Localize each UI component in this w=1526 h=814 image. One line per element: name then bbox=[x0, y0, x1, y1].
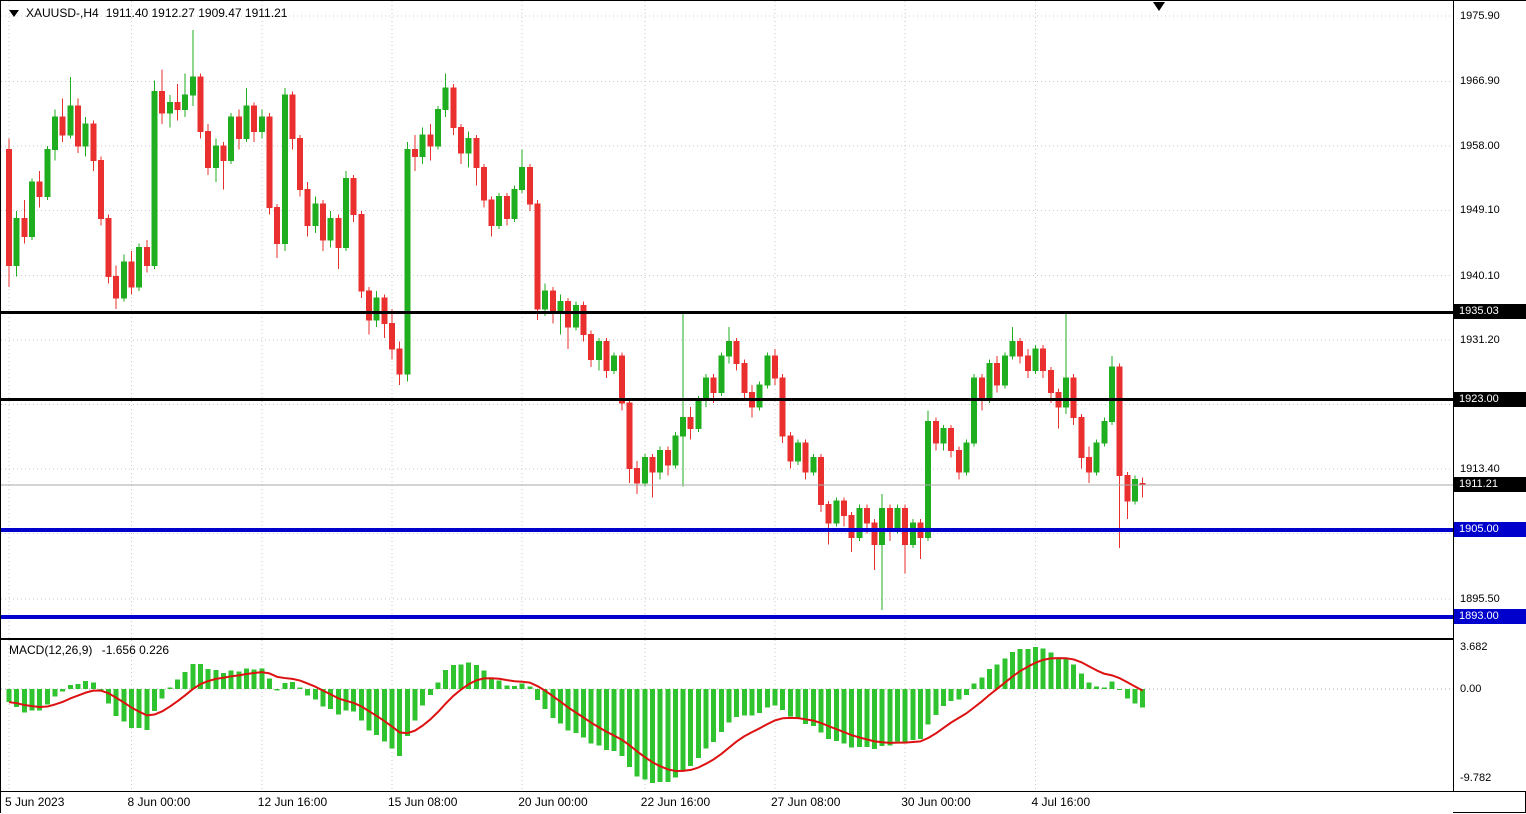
price-line-badge: 1935.03 bbox=[1454, 304, 1526, 320]
price-line-badge: 1923.00 bbox=[1454, 391, 1526, 407]
time-axis-label: 20 Jun 00:00 bbox=[518, 795, 588, 809]
pane-separator[interactable] bbox=[1, 638, 1526, 640]
time-axis[interactable]: 5 Jun 2023 8 Jun 00:00 12 Jun 16:00 15 Jun … bbox=[1, 792, 1453, 814]
symbol-timeframe-label: XAUUSD-,H4 bbox=[26, 6, 99, 20]
macd-title: MACD(12,26,9) bbox=[9, 643, 93, 657]
time-axis-separator bbox=[1, 791, 1526, 792]
price-axis-label: 1895.50 bbox=[1460, 592, 1500, 605]
chart-info-line: XAUUSD-,H4 1911.40 1912.27 1909.47 1911.… bbox=[9, 6, 287, 20]
symbol-dropdown-icon[interactable] bbox=[9, 9, 19, 17]
time-axis-label: 5 Jun 2023 bbox=[5, 795, 65, 809]
macd-signal-line bbox=[8, 657, 1144, 772]
price-line-badge: 1911.21 bbox=[1454, 477, 1526, 493]
macd-axis-label: 3.682 bbox=[1460, 641, 1488, 653]
macd-axis-label: 0.00 bbox=[1460, 683, 1482, 696]
macd-values: -1.656 0.226 bbox=[101, 643, 170, 657]
time-axis-label: 8 Jun 00:00 bbox=[127, 795, 191, 809]
time-axis-label: 12 Jun 16:00 bbox=[257, 795, 328, 809]
price-line-badge: 1905.00 bbox=[1454, 522, 1526, 538]
price-axis-label: 1940.10 bbox=[1460, 269, 1500, 282]
candles-layer bbox=[6, 29, 1146, 610]
macd-indicator-panel[interactable] bbox=[1, 640, 1453, 791]
macd-axis-label: -9.782 bbox=[1460, 772, 1492, 784]
ohlc-values: 1911.40 1912.27 1909.47 1911.21 bbox=[105, 6, 288, 20]
price-axis-label: 1931.20 bbox=[1460, 334, 1500, 347]
time-axis-label: 30 Jun 00:00 bbox=[901, 795, 971, 809]
time-axis-label: 27 Jun 08:00 bbox=[771, 795, 841, 809]
price-line-badge: 1893.00 bbox=[1454, 609, 1526, 625]
horizontal-lines-layer bbox=[1, 310, 1453, 620]
time-axis-label: 4 Jul 16:00 bbox=[1031, 795, 1091, 809]
macd-histogram bbox=[6, 647, 1146, 783]
price-axis-label: 1958.00 bbox=[1460, 139, 1500, 152]
time-axis-label: 15 Jun 08:00 bbox=[388, 795, 458, 809]
price-axis-separator bbox=[1453, 1, 1454, 791]
macd-label: MACD(12,26,9) -1.656 0.226 bbox=[9, 643, 175, 657]
grid-layer bbox=[1, 1, 1453, 639]
chart-shift-marker-icon[interactable] bbox=[1153, 2, 1165, 11]
time-axis-label: 22 Jun 16:00 bbox=[640, 795, 711, 809]
price-axis-label: 1975.90 bbox=[1460, 10, 1500, 22]
price-chart[interactable] bbox=[1, 1, 1453, 639]
price-axis-label: 1949.10 bbox=[1460, 204, 1500, 217]
price-axis-label: 1966.90 bbox=[1460, 75, 1500, 88]
price-axis-label: 1913.40 bbox=[1460, 463, 1500, 476]
price-axis[interactable]: 1975.90 1966.90 1958.00 1949.10 1940.10 1931.… bbox=[1454, 1, 1526, 791]
